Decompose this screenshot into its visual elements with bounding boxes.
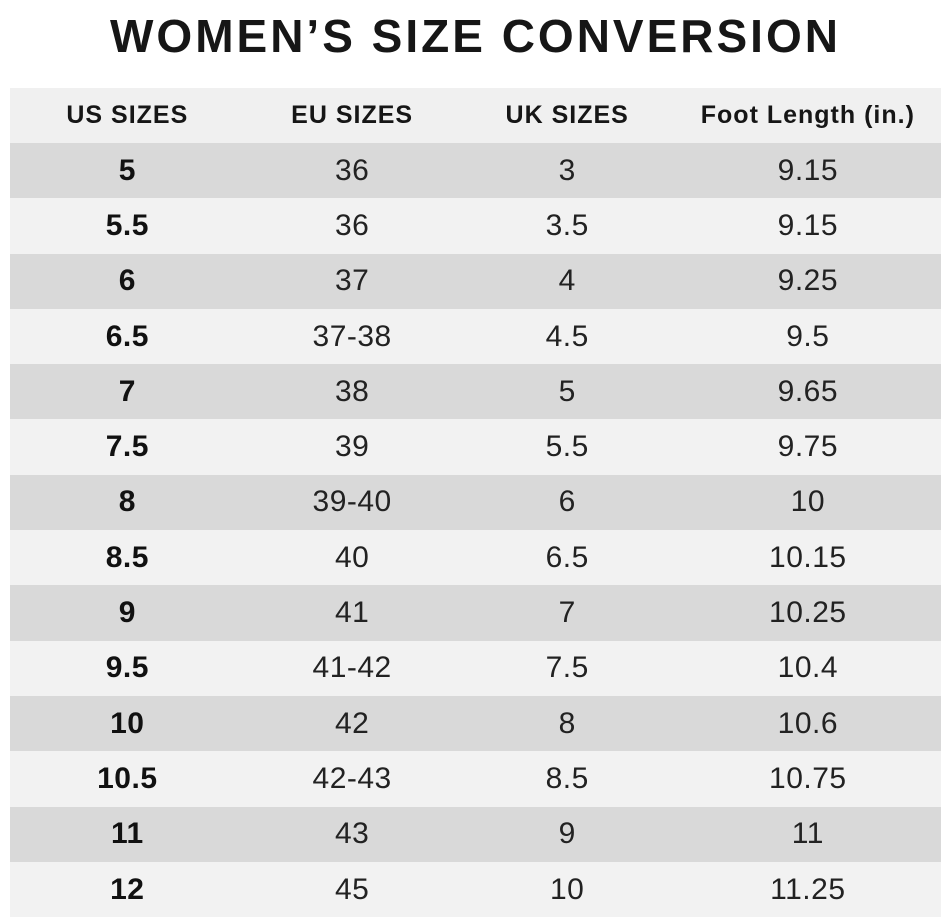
table-row: 5.5 36 3.5 9.15 [10, 198, 941, 254]
eu-size-cell: 42 [334, 706, 370, 740]
eu-size-cell: 39-40 [312, 485, 392, 519]
foot-length-cell: 9.15 [777, 153, 839, 187]
uk-size-cell: 9 [558, 817, 576, 851]
table-row: 8.5 40 6.5 10.15 [10, 530, 941, 586]
uk-size-cell: 7.5 [545, 651, 589, 685]
foot-length-cell: 9.15 [777, 208, 839, 242]
table-row: 10.5 42-43 8.5 10.75 [10, 751, 941, 807]
table-row: 9 41 7 10.25 [10, 585, 941, 641]
uk-size-cell: 3 [558, 153, 576, 187]
foot-length-cell: 9.65 [777, 374, 839, 408]
us-size-cell: 7 [118, 374, 136, 408]
us-size-cell: 10.5 [97, 761, 158, 795]
table-row: 6.5 37-38 4.5 9.5 [10, 308, 941, 365]
foot-length-cell: 11 [791, 817, 824, 851]
uk-size-cell: 6 [558, 485, 576, 519]
us-size-cell: 5.5 [105, 208, 149, 242]
foot-length-cell: 10.4 [777, 651, 839, 685]
eu-size-cell: 39 [334, 430, 370, 464]
column-header-eu-sizes: EU SIZES [291, 101, 414, 129]
table-row: 11 43 9 11 [10, 806, 941, 862]
table-row: 7 38 5 9.65 [10, 364, 941, 420]
uk-size-cell: 8.5 [545, 761, 589, 795]
uk-size-cell: 7 [558, 596, 576, 630]
uk-size-cell: 8 [558, 706, 576, 740]
eu-size-cell: 37-38 [312, 319, 392, 353]
column-header-uk-sizes: UK SIZES [505, 101, 629, 129]
us-size-cell: 5 [118, 153, 136, 187]
table-row: 6 37 4 9.25 [10, 253, 941, 309]
table-header-row: US SIZES EU SIZES UK SIZES Foot Length (… [10, 88, 941, 143]
eu-size-cell: 36 [334, 208, 370, 242]
table-row: 10 42 8 10.6 [10, 695, 941, 752]
us-size-cell: 7.5 [105, 430, 149, 464]
uk-size-cell: 10 [549, 872, 585, 906]
table-row: 12 45 10 11.25 [10, 861, 941, 917]
us-size-cell: 12 [110, 872, 145, 906]
uk-size-cell: 4.5 [545, 319, 589, 353]
us-size-cell: 9 [118, 596, 136, 630]
us-size-cell: 10 [110, 706, 145, 740]
foot-length-cell: 10 [790, 485, 826, 519]
table-row: 5 36 3 9.15 [10, 143, 941, 199]
foot-length-cell: 10.25 [769, 596, 847, 630]
eu-size-cell: 45 [334, 872, 370, 906]
eu-size-cell: 43 [334, 817, 370, 851]
eu-size-cell: 40 [334, 540, 370, 574]
column-header-foot-length: Foot Length (in.) [700, 101, 915, 129]
eu-size-cell: 36 [334, 153, 370, 187]
eu-size-cell: 37 [334, 264, 370, 298]
us-size-cell: 6 [118, 264, 136, 298]
us-size-cell: 9.5 [105, 651, 149, 685]
foot-length-cell: 9.75 [777, 430, 839, 464]
eu-size-cell: 41 [334, 596, 370, 630]
table-row: 9.5 41-42 7.5 10.4 [10, 640, 941, 696]
table-row: 7.5 39 5.5 9.75 [10, 419, 941, 475]
eu-size-cell: 41-42 [312, 651, 392, 685]
foot-length-cell: 10.75 [769, 761, 847, 795]
us-size-cell: 8 [118, 485, 136, 519]
uk-size-cell: 5.5 [545, 430, 589, 464]
eu-size-cell: 38 [334, 374, 370, 408]
eu-size-cell: 42-43 [312, 761, 392, 795]
foot-length-cell: 10.6 [777, 706, 839, 740]
size-conversion-table: US SIZES EU SIZES UK SIZES Foot Length (… [10, 88, 941, 917]
uk-size-cell: 3.5 [545, 208, 589, 242]
us-size-cell: 11 [110, 817, 144, 851]
uk-size-cell: 4 [558, 264, 576, 298]
foot-length-cell: 10.15 [769, 540, 847, 574]
column-header-us-sizes: US SIZES [66, 101, 189, 129]
page-title: WOMEN’S SIZE CONVERSION [110, 10, 841, 62]
us-size-cell: 6.5 [105, 319, 149, 353]
uk-size-cell: 6.5 [545, 540, 589, 574]
us-size-cell: 8.5 [105, 540, 149, 574]
foot-length-cell: 9.5 [786, 319, 830, 353]
foot-length-cell: 9.25 [777, 264, 839, 298]
uk-size-cell: 5 [558, 374, 576, 408]
foot-length-cell: 11.25 [770, 872, 846, 906]
table-row: 8 39-40 6 10 [10, 474, 941, 531]
